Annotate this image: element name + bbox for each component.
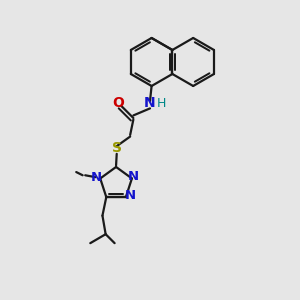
Text: N: N bbox=[124, 189, 136, 202]
Text: O: O bbox=[113, 96, 124, 110]
Text: N: N bbox=[128, 170, 139, 183]
Text: N: N bbox=[144, 96, 156, 110]
Text: N: N bbox=[91, 171, 102, 184]
Text: H: H bbox=[157, 97, 167, 110]
Text: S: S bbox=[112, 141, 122, 155]
